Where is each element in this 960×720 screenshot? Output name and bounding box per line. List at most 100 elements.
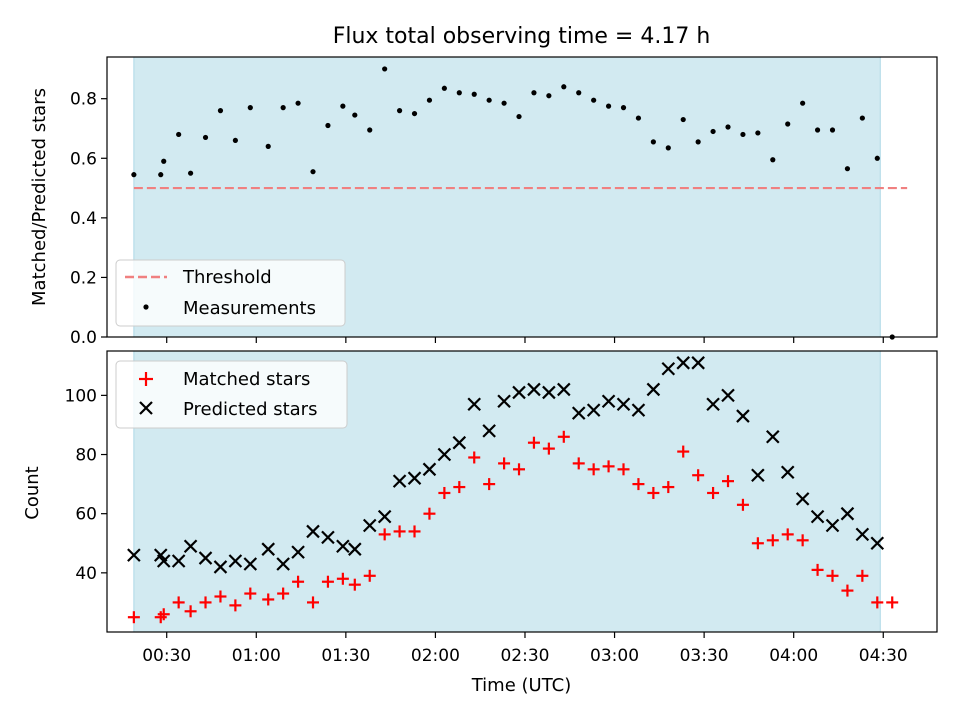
predicted-star-marker	[321, 530, 335, 545]
measurement-point	[635, 115, 642, 121]
predicted-star-marker	[467, 397, 482, 412]
predicted-star-marker	[127, 548, 141, 562]
predicted-marker-b	[855, 527, 870, 542]
measurement-point	[396, 108, 403, 114]
predicted-star-marker	[336, 539, 350, 553]
predicted-marker-b	[527, 382, 541, 397]
matched-star-marker	[527, 436, 540, 449]
predicted-star-marker	[736, 409, 750, 423]
predicted-marker-b	[362, 518, 377, 533]
measurement-point	[265, 143, 271, 149]
predicted-star-marker	[780, 465, 795, 480]
predicted-marker-b	[213, 560, 228, 574]
predicted-marker-b	[171, 554, 186, 568]
measurement-point	[755, 130, 761, 136]
ratio-y-tick-label: 0.6	[70, 149, 97, 169]
matched-star-marker	[886, 596, 899, 609]
predicted-marker-b	[198, 551, 213, 565]
ratio-y-tick-label: 0.2	[70, 268, 97, 288]
measurement-point	[367, 127, 373, 133]
measurement-point	[829, 127, 836, 133]
measurement-point	[516, 113, 522, 120]
matched-star-marker	[468, 451, 481, 464]
predicted-star-marker	[213, 560, 228, 574]
measurement-point	[456, 90, 462, 96]
count-y-tick-label: 100	[65, 386, 97, 406]
matched-star-marker	[766, 534, 779, 547]
predicted-star-marker	[706, 397, 720, 412]
matched-star-marker	[199, 596, 212, 609]
measurement-point	[352, 112, 358, 118]
time-x-tick-label: 01:00	[232, 646, 281, 666]
measurement-point	[176, 131, 182, 138]
predicted-marker-b	[467, 397, 482, 412]
count-y-axis: 40 60 80 100	[65, 386, 107, 584]
predicted-marker-b	[601, 394, 616, 409]
predicted-marker-b	[780, 465, 795, 480]
matched-star-marker	[871, 596, 884, 609]
measurement-point	[546, 93, 552, 99]
measurement-point	[187, 170, 194, 176]
predicted-star-marker	[156, 554, 171, 568]
measurement-point	[340, 103, 346, 109]
predicted-star-marker	[825, 518, 840, 533]
matched-star-marker	[423, 507, 436, 520]
measurement-point	[325, 122, 331, 129]
matched-star-marker	[841, 584, 854, 597]
predicted-star-marker	[183, 539, 198, 553]
matched-star-marker	[172, 596, 185, 609]
predicted-marker-b	[646, 382, 661, 397]
measurement-point	[785, 121, 791, 127]
predicted-marker-b	[482, 424, 496, 438]
predicted-star-marker	[870, 536, 885, 551]
measurement-point	[650, 139, 656, 145]
matched-star-marker	[662, 481, 675, 494]
predicted-marker-b	[276, 557, 290, 571]
predicted-star-marker	[348, 542, 362, 556]
matched-star-marker	[348, 578, 361, 591]
matched-star-marker	[127, 611, 140, 624]
count-y-tick-label: 80	[75, 446, 97, 466]
ratio-y-tick-label: 0.8	[70, 90, 97, 110]
predicted-star-marker	[616, 397, 631, 412]
measurement-point	[232, 137, 238, 144]
predicted-marker-b	[127, 548, 141, 562]
measurement-point	[874, 155, 880, 161]
time-x-tick-label: 04:30	[859, 646, 908, 666]
predicted-marker-b	[407, 471, 422, 485]
ratio-panel-frame	[106, 56, 938, 338]
time-x-tick-label: 01:30	[321, 646, 370, 666]
predicted-star-marker	[276, 557, 290, 571]
predicted-marker-b	[586, 403, 601, 417]
measurements-legend-swatch	[143, 304, 149, 310]
matched-legend-swatch	[139, 372, 153, 386]
predicted-star-marker	[751, 468, 765, 483]
matched-star-marker	[602, 460, 615, 473]
measurement-point	[665, 145, 671, 151]
matched-star-marker	[632, 478, 645, 491]
measurement-point	[770, 157, 776, 163]
count-legend-box	[115, 360, 348, 429]
matched-star-marker	[483, 478, 496, 491]
predicted-marker-b	[183, 539, 198, 553]
predicted-marker-b	[452, 435, 467, 450]
predicted-star-marker	[661, 361, 676, 376]
predicted-star-marker	[407, 471, 422, 485]
predicted-marker-b	[291, 545, 305, 559]
measurement-point	[247, 105, 253, 111]
matched-star-marker	[513, 463, 526, 476]
measurement-point	[501, 100, 507, 106]
predicted-marker-b	[377, 509, 392, 524]
predicted-star-marker	[542, 385, 556, 400]
predicted-marker-b	[691, 356, 705, 370]
matched-star-marker	[157, 608, 170, 621]
threshold-legend-label: Threshold	[182, 267, 272, 288]
figure-title: Flux total observing time = 4.17 h	[333, 24, 711, 49]
predicted-marker-b	[156, 554, 171, 568]
matched-star-marker	[408, 525, 421, 538]
predicted-star-marker	[243, 557, 258, 571]
matched-star-marker	[438, 486, 451, 499]
predicted-star-marker	[261, 542, 276, 556]
matched-star-marker	[572, 457, 585, 470]
